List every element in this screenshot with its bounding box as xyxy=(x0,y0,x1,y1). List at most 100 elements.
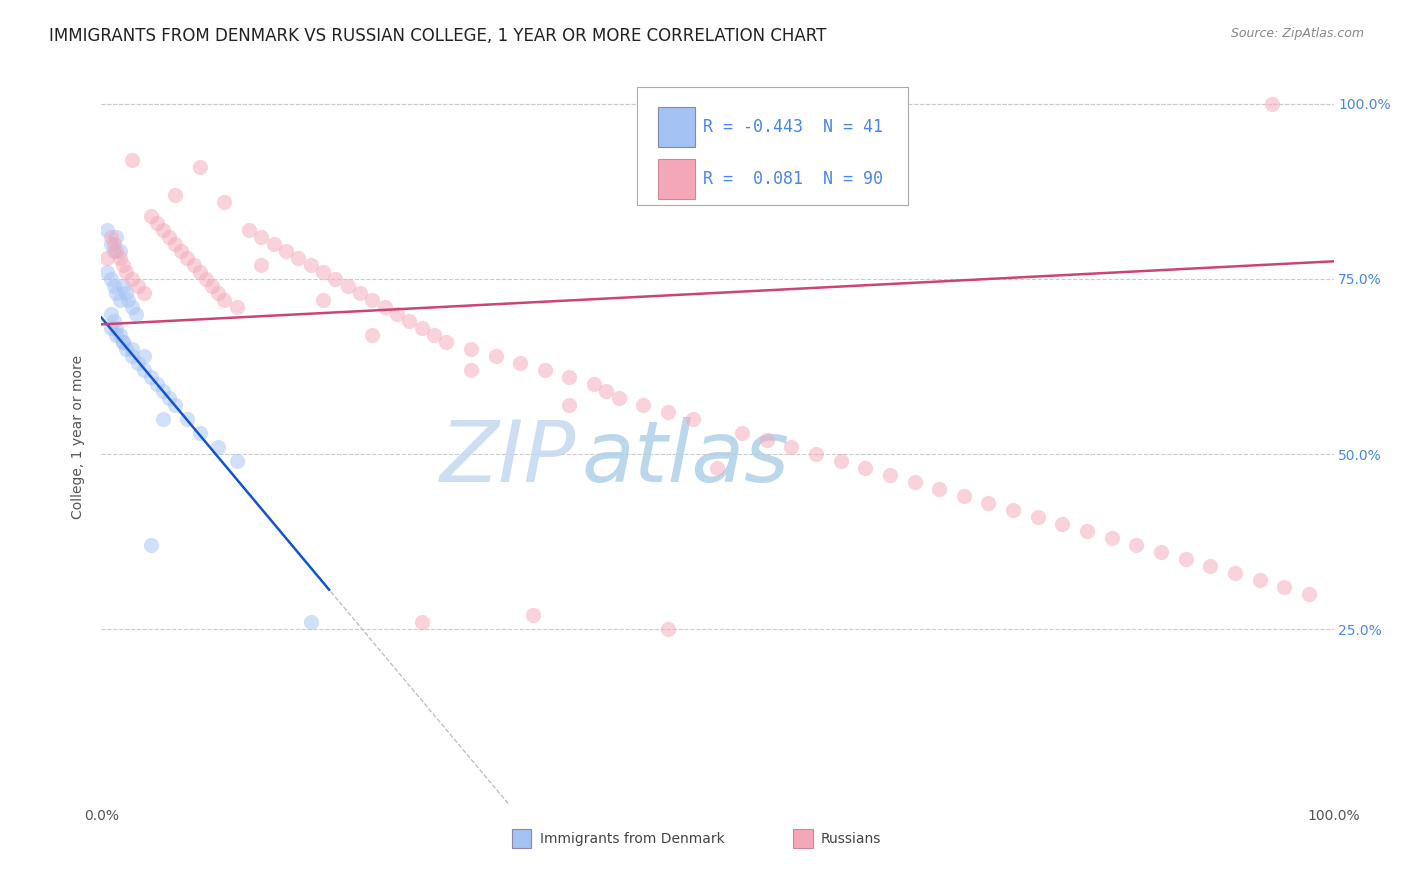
Text: ZIP: ZIP xyxy=(440,417,575,500)
Point xyxy=(207,285,229,300)
Point xyxy=(145,376,167,391)
Point xyxy=(100,272,122,286)
Point xyxy=(188,425,211,440)
Point xyxy=(194,272,217,286)
Point xyxy=(1249,574,1271,588)
Text: Russians: Russians xyxy=(821,831,882,846)
Point xyxy=(121,349,143,363)
Point xyxy=(1298,587,1320,601)
Point xyxy=(108,244,131,258)
Point xyxy=(127,356,149,370)
Point xyxy=(731,425,754,440)
Point xyxy=(103,244,125,258)
Point xyxy=(274,244,297,258)
Point xyxy=(139,538,162,552)
Point xyxy=(336,278,359,293)
Text: R =  0.081  N = 90: R = 0.081 N = 90 xyxy=(703,170,883,188)
Point xyxy=(105,327,128,342)
Point xyxy=(100,307,122,321)
Point xyxy=(103,278,125,293)
Point xyxy=(1272,580,1295,594)
Point xyxy=(176,412,198,426)
Point xyxy=(165,398,187,412)
Point xyxy=(287,251,309,265)
Point xyxy=(558,370,581,384)
Point xyxy=(325,272,347,286)
Point xyxy=(238,223,260,237)
Point xyxy=(207,440,229,454)
Point xyxy=(121,272,143,286)
Point xyxy=(398,314,420,328)
Point xyxy=(1261,96,1284,111)
Point xyxy=(522,608,544,623)
Point xyxy=(928,482,950,496)
Point xyxy=(105,321,128,335)
Point xyxy=(108,327,131,342)
Text: Immigrants from Denmark: Immigrants from Denmark xyxy=(540,831,724,846)
Point xyxy=(108,251,131,265)
Point xyxy=(1076,524,1098,539)
Point xyxy=(434,334,457,349)
Point xyxy=(263,236,285,251)
Point xyxy=(225,300,247,314)
Point xyxy=(460,363,482,377)
Point xyxy=(214,194,236,209)
Point xyxy=(460,342,482,356)
Point xyxy=(139,370,162,384)
Point xyxy=(188,160,211,174)
Point xyxy=(115,265,138,279)
Point xyxy=(127,278,149,293)
Text: Source: ZipAtlas.com: Source: ZipAtlas.com xyxy=(1230,27,1364,40)
Point xyxy=(879,468,901,483)
Point xyxy=(96,251,118,265)
Text: R = -0.443  N = 41: R = -0.443 N = 41 xyxy=(703,118,883,136)
Point xyxy=(152,223,174,237)
Point xyxy=(176,251,198,265)
Point xyxy=(385,307,408,321)
Point xyxy=(134,285,156,300)
Point xyxy=(755,433,778,447)
Point xyxy=(1223,566,1246,581)
Point xyxy=(1150,545,1173,559)
Point xyxy=(411,615,433,630)
Point xyxy=(312,293,335,307)
Point xyxy=(299,258,322,272)
Point xyxy=(361,293,384,307)
Point xyxy=(583,376,606,391)
Point xyxy=(977,496,1000,510)
Point xyxy=(121,342,143,356)
Text: IMMIGRANTS FROM DENMARK VS RUSSIAN COLLEGE, 1 YEAR OR MORE CORRELATION CHART: IMMIGRANTS FROM DENMARK VS RUSSIAN COLLE… xyxy=(49,27,827,45)
Point xyxy=(1052,517,1074,532)
Point xyxy=(299,615,322,630)
Point xyxy=(112,334,135,349)
Point xyxy=(1002,503,1025,517)
Point xyxy=(509,356,531,370)
Point xyxy=(201,278,224,293)
Point xyxy=(157,229,180,244)
Point xyxy=(558,398,581,412)
Point xyxy=(1026,510,1049,524)
Bar xyxy=(658,107,695,147)
Point xyxy=(165,236,187,251)
Point xyxy=(105,285,128,300)
Y-axis label: College, 1 year or more: College, 1 year or more xyxy=(72,354,86,518)
Point xyxy=(108,293,131,307)
Point xyxy=(534,363,557,377)
Point xyxy=(1101,531,1123,545)
Point xyxy=(657,623,679,637)
Point xyxy=(145,216,167,230)
Point xyxy=(112,258,135,272)
Point xyxy=(804,447,827,461)
Point xyxy=(657,405,679,419)
Point xyxy=(125,307,148,321)
Point xyxy=(225,454,247,468)
Point xyxy=(607,391,630,405)
Point xyxy=(706,461,728,475)
Point xyxy=(1199,559,1222,574)
Point xyxy=(312,265,335,279)
Point xyxy=(115,342,138,356)
Bar xyxy=(658,159,695,199)
FancyBboxPatch shape xyxy=(637,87,908,204)
Point xyxy=(423,327,446,342)
Point xyxy=(349,285,371,300)
